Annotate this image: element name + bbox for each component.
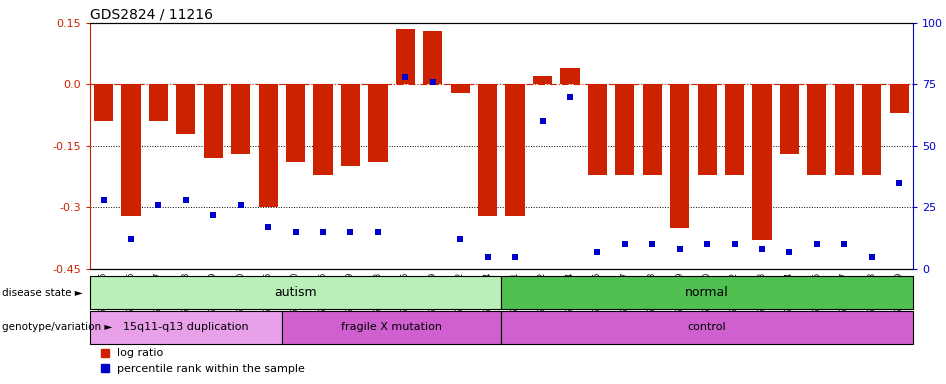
Bar <box>286 84 306 162</box>
Bar <box>423 31 443 84</box>
Bar <box>176 84 196 134</box>
Bar <box>450 84 470 93</box>
Bar <box>587 84 607 175</box>
Text: fragile X mutation: fragile X mutation <box>342 322 442 333</box>
Bar <box>94 84 114 121</box>
Bar <box>697 84 717 175</box>
Bar <box>121 84 141 215</box>
Bar <box>203 84 223 158</box>
Bar <box>90 311 282 344</box>
Bar <box>395 29 415 84</box>
Legend: log ratio, percentile rank within the sample: log ratio, percentile rank within the sa… <box>96 344 308 379</box>
Bar <box>258 84 278 207</box>
Bar <box>501 276 913 309</box>
Text: autism: autism <box>274 286 317 299</box>
Text: normal: normal <box>685 286 729 299</box>
Bar <box>670 84 690 228</box>
Bar <box>282 311 501 344</box>
Bar <box>834 84 854 175</box>
Text: GDS2824 / 11216: GDS2824 / 11216 <box>90 8 213 22</box>
Text: control: control <box>688 322 727 333</box>
Bar <box>505 84 525 215</box>
Bar <box>642 84 662 175</box>
Text: genotype/variation ►: genotype/variation ► <box>2 322 113 333</box>
Bar <box>807 84 827 175</box>
Bar <box>501 311 913 344</box>
Text: disease state ►: disease state ► <box>2 288 82 298</box>
Bar <box>478 84 498 215</box>
Text: 15q11-q13 duplication: 15q11-q13 duplication <box>123 322 249 333</box>
Bar <box>231 84 251 154</box>
Bar <box>725 84 745 175</box>
Bar <box>889 84 909 113</box>
Bar <box>862 84 882 175</box>
Bar <box>615 84 635 175</box>
Bar <box>313 84 333 175</box>
Bar <box>149 84 168 121</box>
Bar <box>368 84 388 162</box>
Bar <box>341 84 360 166</box>
Bar <box>533 76 552 84</box>
Bar <box>560 68 580 84</box>
Bar <box>90 276 501 309</box>
Bar <box>752 84 772 240</box>
Bar <box>780 84 799 154</box>
